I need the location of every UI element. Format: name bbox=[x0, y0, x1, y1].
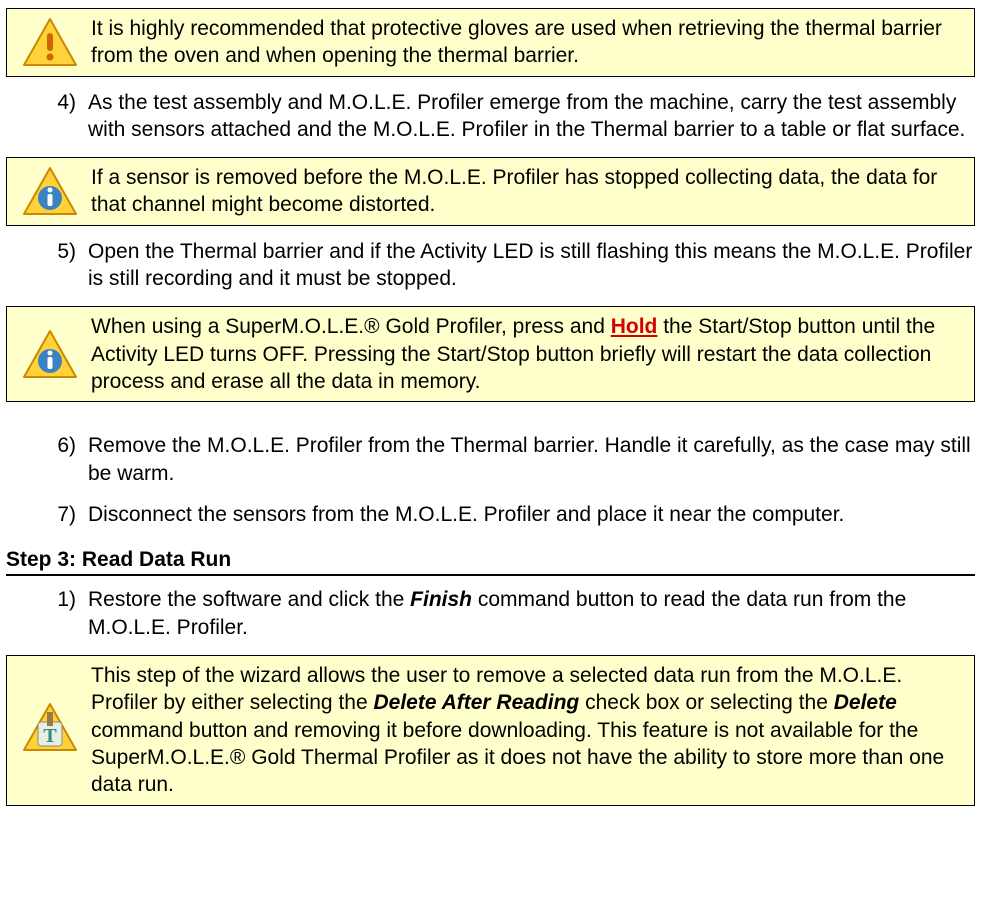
callout-text: If a sensor is removed before the M.O.L.… bbox=[85, 164, 966, 219]
warning-icon bbox=[15, 17, 85, 67]
step-body: Open the Thermal barrier and if the Acti… bbox=[88, 238, 975, 293]
hold-emphasis: Hold bbox=[611, 315, 658, 338]
step-body: Restore the software and click the Finis… bbox=[88, 586, 975, 641]
tip-text-c: check box or selecting the bbox=[579, 691, 833, 714]
list-item-1: 1) Restore the software and click the Fi… bbox=[6, 582, 975, 651]
svg-text:T: T bbox=[43, 725, 57, 747]
callout-info-sensor: If a sensor is removed before the M.O.L.… bbox=[6, 157, 975, 226]
list-item-6: 6) Remove the M.O.L.E. Profiler from the… bbox=[6, 428, 975, 497]
callout-tip-delete: T This step of the wizard allows the use… bbox=[6, 655, 975, 805]
step-number: 4) bbox=[6, 89, 88, 144]
finish-emphasis: Finish bbox=[410, 588, 472, 611]
info-icon bbox=[15, 329, 85, 379]
callout-text: This step of the wizard allows the user … bbox=[85, 662, 966, 798]
delete-after-reading-emphasis: Delete After Reading bbox=[373, 691, 579, 714]
step-body: Remove the M.O.L.E. Profiler from the Th… bbox=[88, 432, 975, 487]
step-body: As the test assembly and M.O.L.E. Profil… bbox=[88, 89, 975, 144]
list-item-5: 5) Open the Thermal barrier and if the A… bbox=[6, 234, 975, 303]
step-text-a: Restore the software and click the bbox=[88, 588, 410, 611]
step-number: 1) bbox=[6, 586, 88, 641]
step-number: 6) bbox=[6, 432, 88, 487]
list-item-7: 7) Disconnect the sensors from the M.O.L… bbox=[6, 497, 975, 538]
step-body: Disconnect the sensors from the M.O.L.E.… bbox=[88, 501, 975, 528]
info-icon bbox=[15, 166, 85, 216]
callout-text: When using a SuperM.O.L.E.® Gold Profile… bbox=[85, 313, 966, 395]
callout-info-hold: When using a SuperM.O.L.E.® Gold Profile… bbox=[6, 306, 975, 402]
callout-text-pre: When using a SuperM.O.L.E.® Gold Profile… bbox=[91, 315, 611, 338]
callout-text: It is highly recommended that protective… bbox=[85, 15, 966, 70]
tip-icon: T bbox=[15, 702, 85, 758]
step-number: 5) bbox=[6, 238, 88, 293]
step-number: 7) bbox=[6, 501, 88, 528]
callout-warning-gloves: It is highly recommended that protective… bbox=[6, 8, 975, 77]
step3-heading: Step 3: Read Data Run bbox=[6, 546, 975, 576]
delete-emphasis: Delete bbox=[834, 691, 897, 714]
list-item-4: 4) As the test assembly and M.O.L.E. Pro… bbox=[6, 85, 975, 154]
tip-text-e: command button and removing it before do… bbox=[91, 719, 944, 797]
